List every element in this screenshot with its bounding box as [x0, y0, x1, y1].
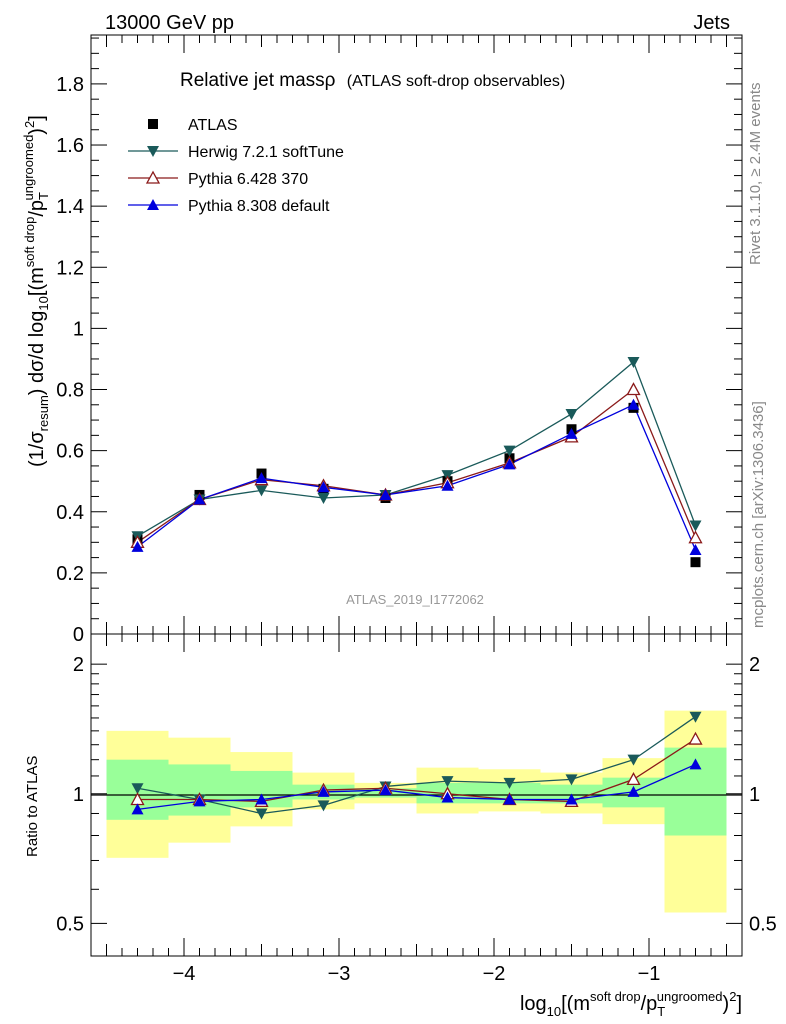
legend-marker-atlas	[148, 119, 158, 129]
main-point-pythia-8-308-default	[441, 479, 454, 491]
main-point-herwig-7-2-1-softtune	[503, 445, 516, 457]
main-point-pythia-8-308-default	[379, 488, 392, 500]
chart-title: Relative jet massρ (ATLAS soft-drop obse…	[180, 70, 565, 91]
ratio-point-pythia-8-308-default	[441, 791, 454, 803]
legend-label-atlas: ATLAS	[188, 117, 238, 134]
ratio-ytick-label: 2	[73, 654, 84, 676]
ratio-point-herwig-7-2-1-softtune	[627, 754, 640, 766]
legend-marker-pythia-6-428-370	[145, 170, 161, 184]
main-ytick-label: 1.4	[56, 196, 84, 218]
main-ytick-label: 1.2	[56, 257, 84, 279]
xtick-label: −2	[483, 963, 506, 985]
main-line-herwig-7-2-1-softtune	[137, 360, 697, 537]
main-point-pythia-8-308-default	[131, 540, 144, 552]
main-point-pythia-8-308-default	[317, 481, 330, 493]
ratio-line-pythia-8-308-default	[137, 763, 696, 811]
ratio-point-pythia-8-308-default	[565, 793, 578, 805]
ratio-point-pythia-8-308-default	[689, 758, 702, 770]
ratio-point-pythia-8-308-default	[627, 785, 640, 797]
main-point-pythia-8-308-default	[503, 458, 516, 470]
ratio-point-herwig-7-2-1-softtune	[565, 774, 578, 786]
ratio-point-pythia-6-428-370	[626, 772, 641, 786]
legend-label-pythia-8-308-default: Pythia 8.308 default	[188, 198, 330, 215]
ratio-ytick-label-right: 0.5	[749, 913, 777, 935]
main-point-pythia-6-428-370	[688, 530, 703, 544]
analysis-watermark: ATLAS_2019_I1772062	[346, 592, 484, 607]
xtick-label: −4	[173, 963, 196, 985]
main-point-herwig-7-2-1-softtune	[317, 493, 330, 505]
main-point-pythia-8-308-default	[689, 543, 702, 555]
ratio-point-herwig-7-2-1-softtune	[255, 808, 268, 820]
chart-title-sub: (ATLAS soft-drop observables)	[347, 73, 565, 90]
main-point-pythia-6-428-370	[626, 382, 641, 396]
main-point-herwig-7-2-1-softtune	[689, 520, 702, 532]
ratio-point-pythia-8-308-default	[503, 793, 516, 805]
ratio-point-herwig-7-2-1-softtune	[689, 711, 702, 723]
y-axis-label-main: (1/σresum) dσ/d log10[(msoft drop/pTungr…	[21, 115, 51, 467]
main-point-herwig-7-2-1-softtune	[255, 485, 268, 497]
main-ytick-label: 0	[73, 624, 84, 646]
ratio-line-herwig-7-2-1-softtune	[137, 716, 696, 815]
main-line-pythia-8-308-default	[137, 403, 697, 551]
ratio-point-herwig-7-2-1-softtune	[441, 776, 454, 788]
legend-label-herwig-7-2-1-softtune: Herwig 7.2.1 softTune	[188, 144, 344, 161]
ratio-point-pythia-8-308-default	[193, 795, 206, 807]
ratio-ytick-label: 1	[73, 784, 84, 806]
ratio-point-pythia-8-308-default	[131, 803, 144, 815]
main-line-pythia-6-428-370	[137, 388, 697, 543]
ratio-point-herwig-7-2-1-softtune	[503, 777, 516, 789]
main-ytick-label: 0.6	[56, 441, 84, 463]
ratio-point-herwig-7-2-1-softtune	[131, 783, 144, 795]
ratio-point-pythia-6-428-370	[688, 731, 703, 745]
header-left: 13000 GeV pp	[105, 12, 234, 34]
ratio-ytick-label-right: 1	[749, 784, 760, 806]
mcplots-label: mcplots.cern.ch [arXiv:1306.3436]	[750, 401, 767, 628]
ratio-point-herwig-7-2-1-softtune	[317, 800, 330, 812]
main-point-pythia-8-308-default	[565, 427, 578, 439]
xtick-label: −1	[638, 963, 661, 985]
legend-marker-herwig-7-2-1-softtune	[147, 146, 159, 157]
main-ytick-label: 0.4	[56, 502, 84, 524]
main-ytick-label: 1	[73, 318, 84, 340]
y-axis-label-ratio: Ratio to ATLAS	[24, 756, 41, 857]
main-panel: 0 0.2 0.4 0.6 0.8 1 1.2 1.4 1.6 1.8	[56, 34, 743, 646]
ratio-ytick-label: 0.5	[56, 913, 84, 935]
main-point-pythia-8-308-default	[255, 472, 268, 484]
ratio-panel: 0.5 0.5 1 1 2 2 −4 −3 −2 −1	[56, 633, 777, 985]
main-point-pythia-8-308-default	[193, 493, 206, 505]
main-ytick-label: 1.8	[56, 74, 84, 96]
main-point-herwig-7-2-1-softtune	[627, 357, 640, 369]
ratio-ytick-label-right: 2	[749, 654, 760, 676]
main-point-pythia-8-308-default	[627, 398, 640, 410]
main-point-atlas	[690, 557, 701, 568]
ratio-point-pythia-8-308-default	[255, 793, 268, 805]
legend-label-pythia-6-428-370: Pythia 6.428 370	[188, 171, 308, 188]
header-right: Jets	[693, 12, 730, 34]
main-ytick-label: 1.6	[56, 135, 84, 157]
x-axis-label: log10[(msoft drop/pTungroomed)2]	[520, 989, 742, 1019]
ratio-point-pythia-8-308-default	[379, 784, 392, 796]
chart-title-main: Relative jet massρ	[180, 70, 336, 91]
legend-marker-pythia-8-308-default	[147, 199, 159, 210]
main-ytick-label: 0.8	[56, 380, 84, 402]
main-point-herwig-7-2-1-softtune	[565, 408, 578, 420]
xtick-label: −3	[328, 963, 351, 985]
legend: ATLAS Herwig 7.2.1 softTune Pythia 6.428 3…	[128, 117, 344, 215]
main-ytick-label: 0.2	[56, 563, 84, 585]
rivet-label: Rivet 3.1.10, ≥ 2.4M events	[747, 83, 764, 266]
ratio-point-pythia-8-308-default	[317, 785, 330, 797]
ratio-band-inner	[168, 764, 231, 816]
